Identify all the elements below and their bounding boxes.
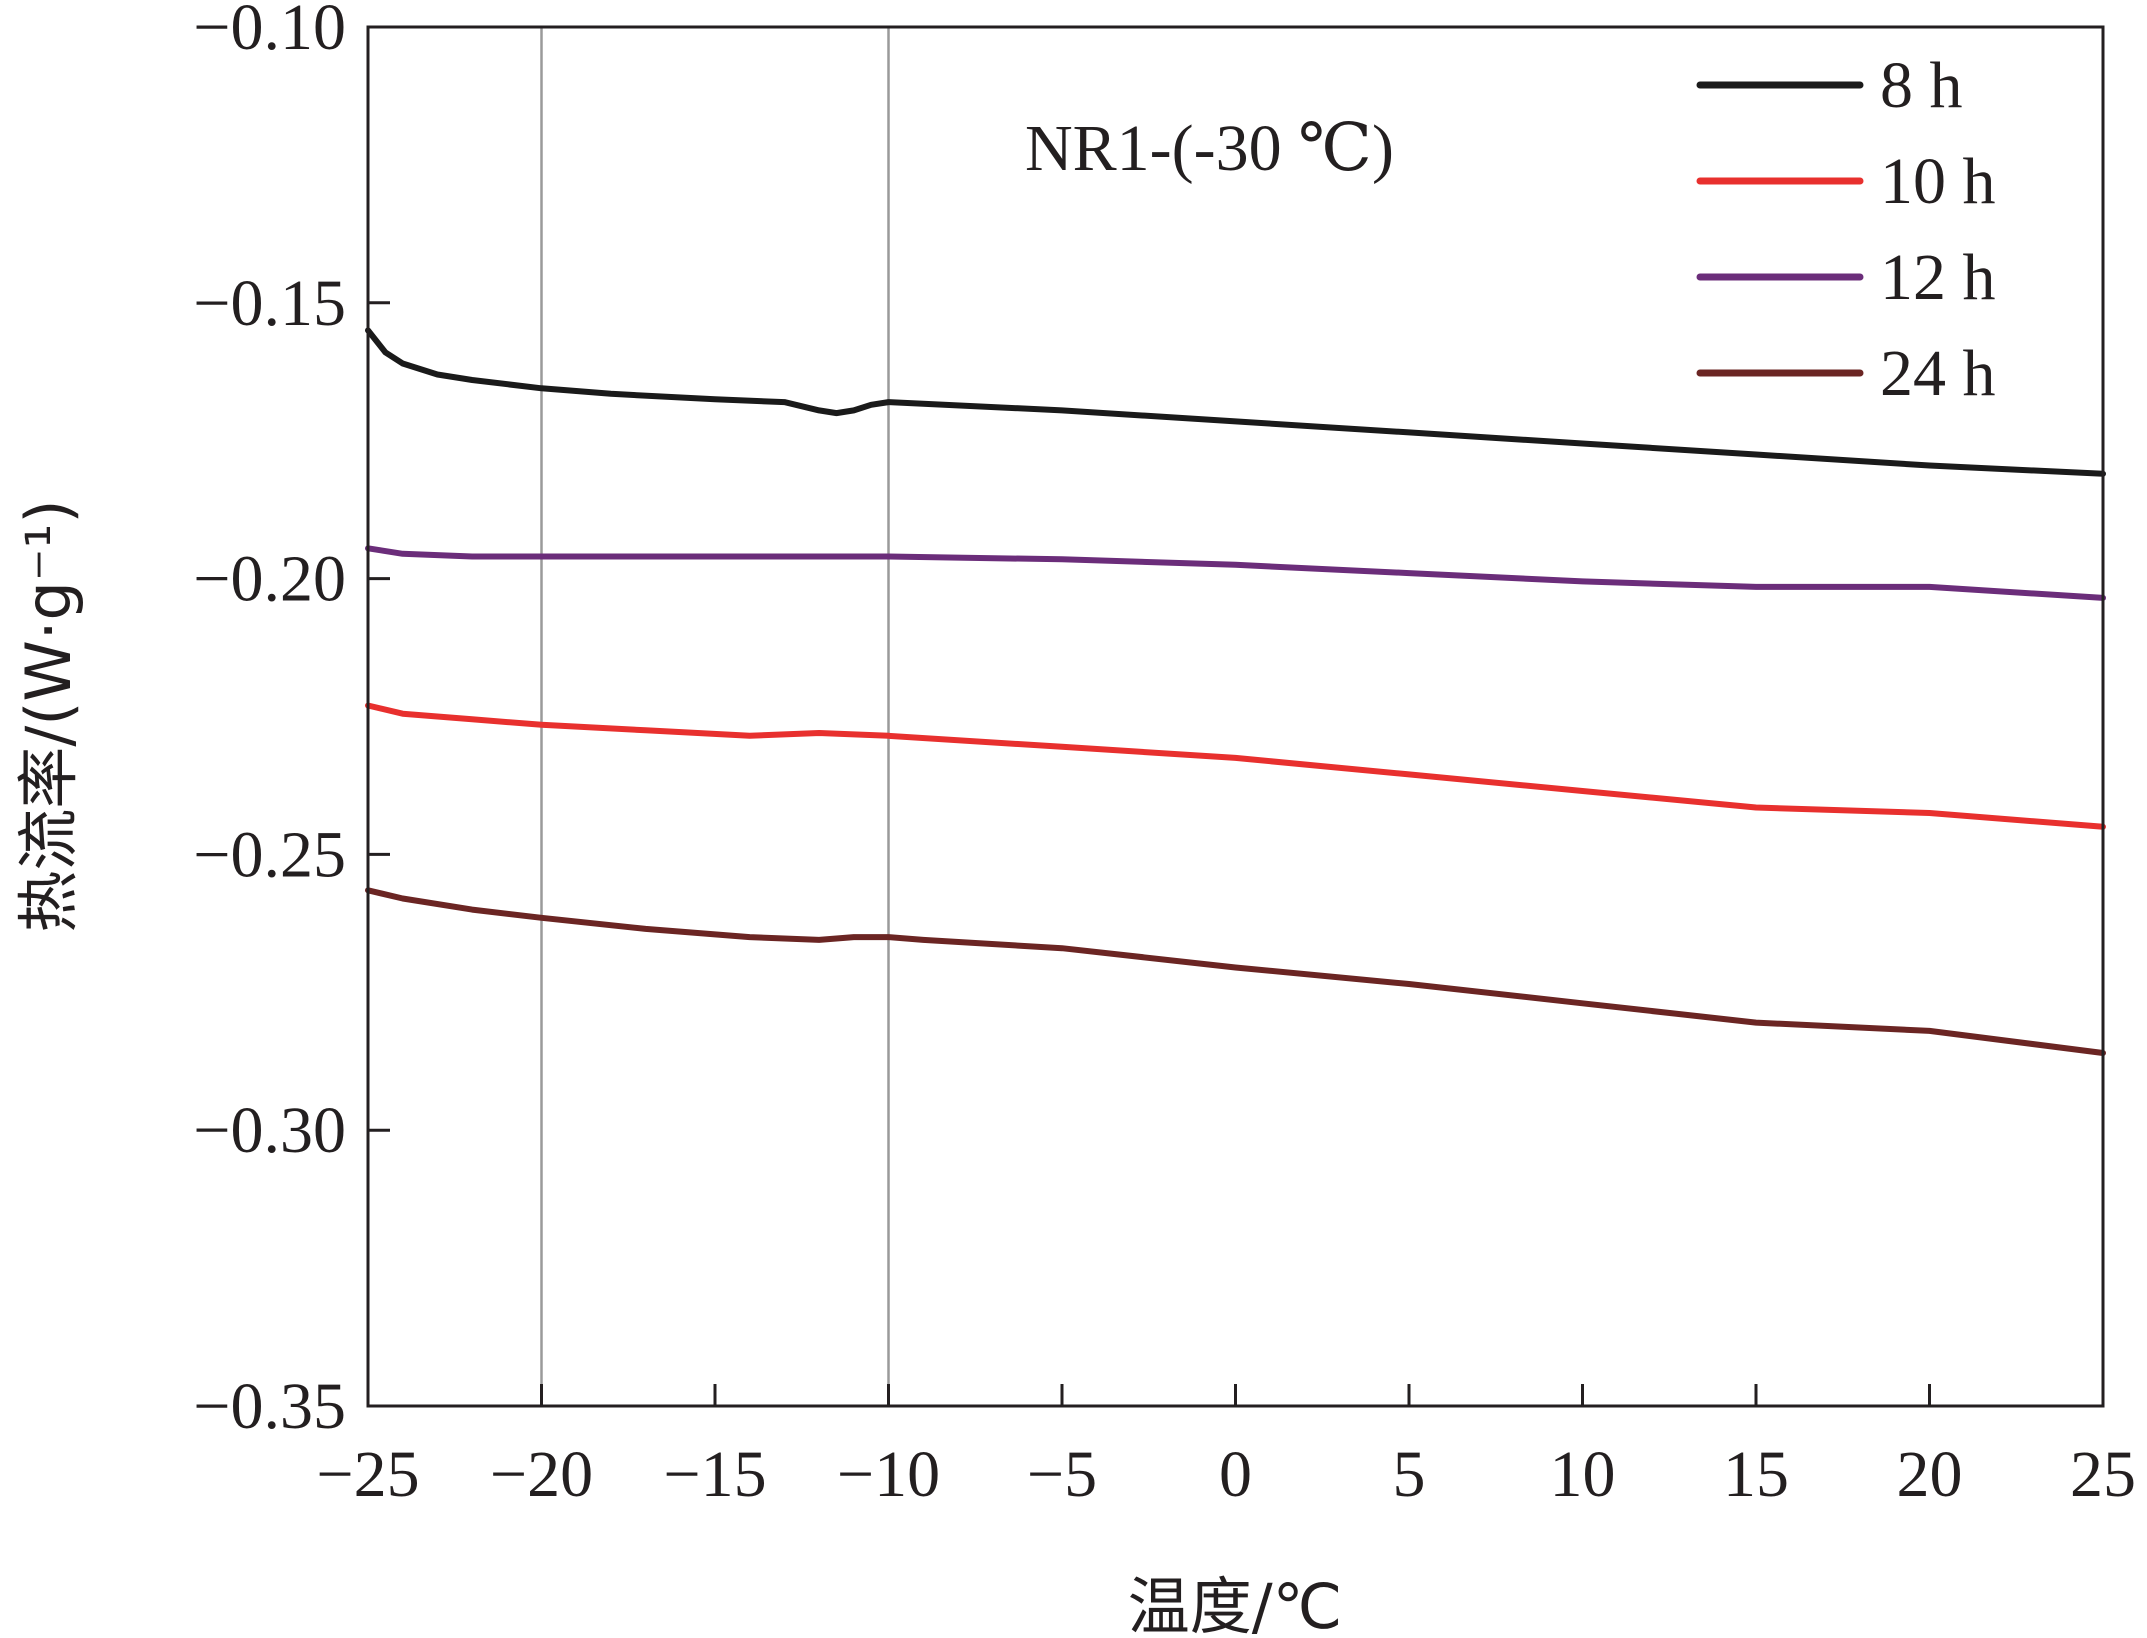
series-line-10h — [365, 702, 2106, 830]
x-tick-label: 0 — [1219, 1438, 1252, 1511]
y-axis-title: 热流率/(W·g⁻¹) — [12, 499, 85, 932]
x-tick-label: 15 — [1723, 1438, 1789, 1511]
y-tick-label: −0.35 — [193, 1370, 346, 1443]
series-layer — [365, 327, 2106, 1056]
x-tick-label: −5 — [1027, 1438, 1097, 1511]
legend-label: 10 h — [1880, 145, 1996, 218]
reference-lines — [540, 27, 890, 1406]
legend-label: 12 h — [1880, 241, 1996, 314]
x-tick-label: 5 — [1393, 1438, 1426, 1511]
x-axis-title: 温度/℃ — [1128, 1570, 1343, 1638]
x-tick-label: −10 — [837, 1438, 940, 1511]
y-tick-label: −0.25 — [193, 818, 346, 891]
y-axis: −0.10 −0.15 −0.20 −0.25 −0.30 −0.35 — [193, 0, 390, 1443]
x-tick-label: 25 — [2070, 1438, 2136, 1511]
series-line-24h — [365, 887, 2106, 1056]
legend-label: 24 h — [1880, 337, 1996, 410]
x-axis: −25 −20 −15 −10 −5 0 5 10 15 20 25 — [316, 1384, 2136, 1511]
y-tick-label: −0.15 — [193, 267, 346, 340]
series-line-12h — [365, 545, 2106, 601]
x-tick-label: −20 — [490, 1438, 593, 1511]
plot-frame — [366, 25, 2105, 1408]
legend: 8 h 10 h 12 h 24 h — [1696, 49, 1996, 410]
x-tick-label: −15 — [663, 1438, 766, 1511]
x-tick-label: −25 — [316, 1438, 419, 1511]
x-tick-label: 20 — [1897, 1438, 1963, 1511]
series-line-8h — [365, 327, 2106, 477]
x-tick-label: 10 — [1550, 1438, 1616, 1511]
legend-label: 8 h — [1880, 49, 1963, 122]
y-tick-label: −0.20 — [193, 543, 346, 616]
y-tick-label: −0.10 — [193, 0, 346, 64]
y-tick-label: −0.30 — [193, 1094, 346, 1167]
chart-annotation: NR1-(-30 ℃) — [1025, 112, 1394, 185]
